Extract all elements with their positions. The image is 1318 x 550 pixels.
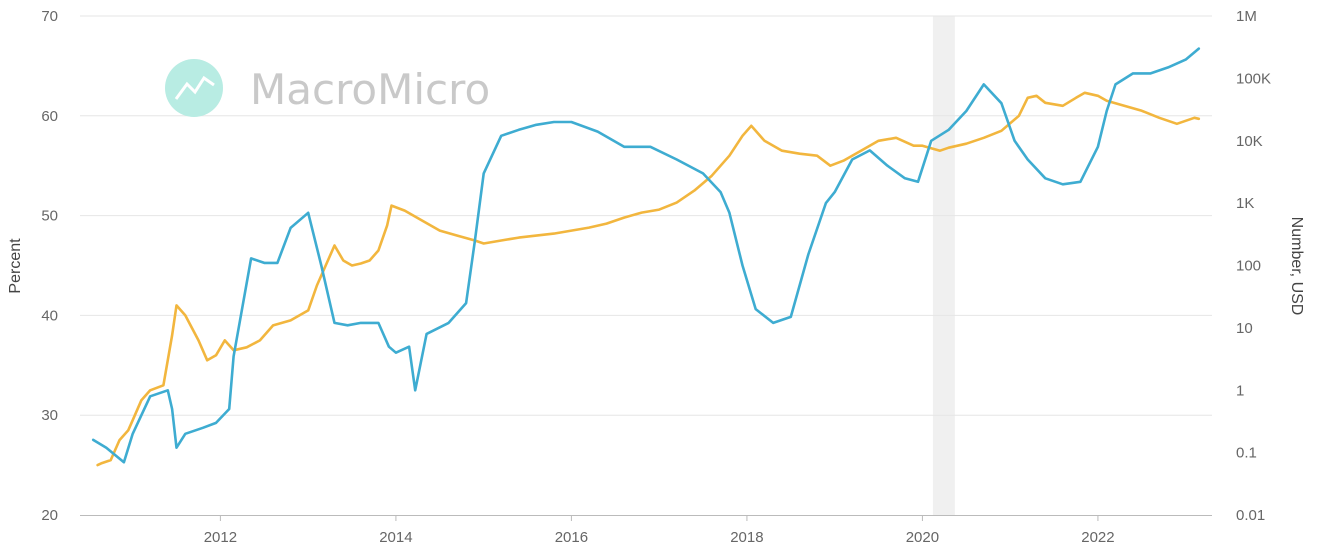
- watermark: MacroMicro: [165, 59, 490, 117]
- y-right-tick-label: 100K: [1236, 70, 1271, 87]
- y-right-tick-label: 1: [1236, 382, 1244, 399]
- x-tick-label: 2018: [730, 529, 763, 546]
- shaded-regions: [932, 16, 955, 515]
- watermark-logo-line: [174, 75, 215, 100]
- watermark-logo-icon: [165, 59, 223, 117]
- x-tick-label: 2022: [1081, 529, 1114, 546]
- gridlines: [80, 15, 1212, 416]
- x-axis-ticks: 2012 2014 2016 2018 2020 2022: [204, 515, 1115, 546]
- watermark-text: MacroMicro: [250, 65, 490, 114]
- y-right-tick-label: 1M: [1236, 8, 1257, 25]
- y-left-tick-label: 60: [41, 108, 58, 125]
- x-tick-label: 2020: [906, 529, 939, 546]
- y-right-tick-label: 0.01: [1236, 507, 1265, 524]
- y-right-tick-label: 10: [1236, 320, 1253, 337]
- series-line-right-axis: [91, 47, 1201, 464]
- y-left-tick-label: 70: [41, 8, 58, 25]
- y-left-tick-label: 40: [41, 307, 58, 324]
- x-tick-label: 2012: [204, 529, 237, 546]
- x-tick-label: 2016: [555, 529, 588, 546]
- y-left-axis-ticks: 20 30 40 50 60 70: [41, 8, 58, 524]
- shaded-region-0: [932, 16, 955, 515]
- y-right-tick-label: 10K: [1236, 133, 1263, 150]
- y-right-axis-ticks: 0.01 0.1 1 10 100 1K 10K 100K 1M: [1236, 8, 1271, 524]
- y-left-tick-label: 30: [41, 407, 58, 424]
- x-tick-label: 2014: [379, 529, 412, 546]
- y-left-tick-label: 50: [41, 208, 58, 225]
- y-left-tick-label: 20: [41, 507, 58, 524]
- y-right-tick-label: 1K: [1236, 195, 1254, 212]
- series-lines: [91, 47, 1201, 467]
- series-line-left-axis: [96, 91, 1201, 467]
- y-left-axis-title: Percent: [7, 238, 24, 294]
- y-right-tick-label: 0.1: [1236, 445, 1257, 462]
- y-right-axis-title: Number, USD: [1288, 217, 1305, 316]
- y-right-tick-label: 100: [1236, 258, 1261, 275]
